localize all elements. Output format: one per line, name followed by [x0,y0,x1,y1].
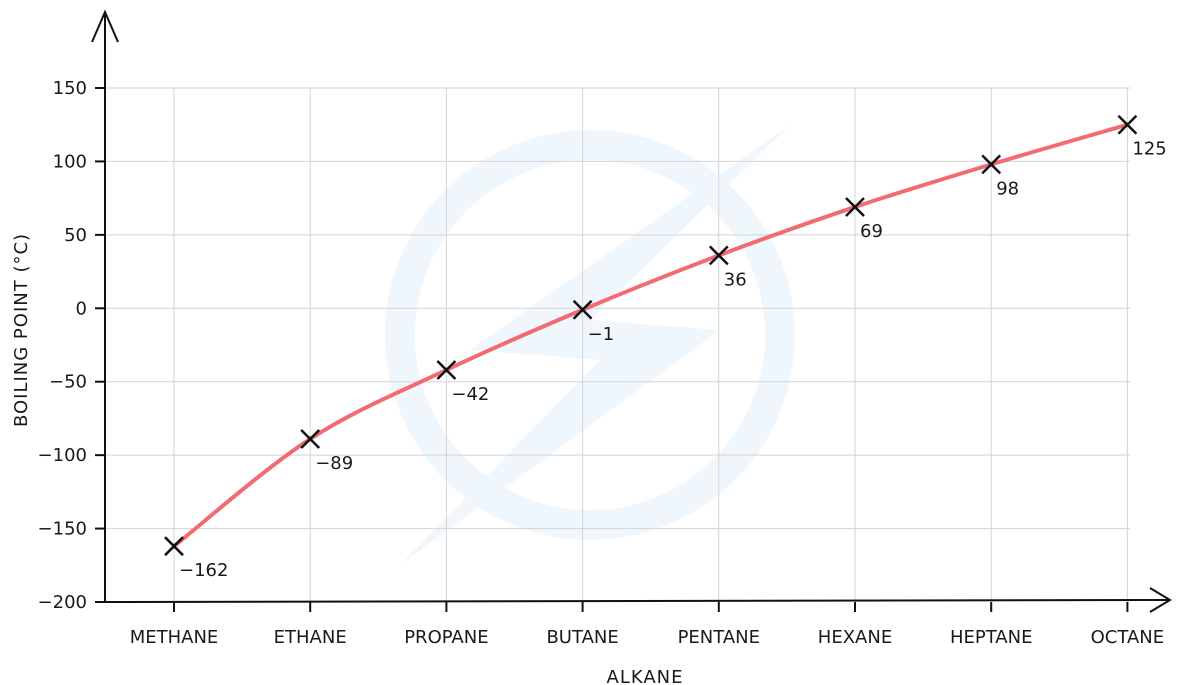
data-label: 36 [724,269,747,290]
x-category-label: OCTANE [1091,627,1165,648]
data-point-marker [300,429,321,449]
y-tick-label: −50 [49,372,87,393]
data-label: −1 [588,324,615,345]
y-axis-arrow [91,9,119,43]
data-point-marker [981,154,1002,175]
data-labels: −162 −89 −42 −1 36 69 98 125 [179,139,1167,581]
y-tick-label: 0 [76,298,87,319]
y-tick-labels: 150 100 50 0 −50 −100 −150 −200 [38,78,87,613]
data-point-marker [436,360,457,380]
data-label: −42 [451,384,489,405]
data-point-marker [164,536,184,557]
data-label: −89 [315,453,353,474]
x-category-label: PENTANE [678,627,760,648]
x-axis-arrow [1149,587,1172,613]
x-axis-title: ALKANE [607,667,684,685]
watermark-logo [385,125,795,565]
x-category-label: PROPANE [404,627,488,648]
y-tick-label: −100 [38,445,87,466]
x-category-label: BUTANE [546,627,618,648]
y-tick-label: 150 [53,78,87,99]
x-category-labels: METHANE ETHANE PROPANE BUTANE PENTANE HEXANE H… [130,627,1164,648]
y-tick-label: 100 [53,151,87,172]
grid [105,87,1130,602]
y-tick-label: −200 [38,592,87,613]
x-axis-line [104,599,1169,603]
x-category-label: HEXANE [818,627,892,648]
data-point-marker [708,245,729,266]
data-label: −162 [179,560,228,581]
data-point-marker [572,299,593,320]
data-label: 125 [1132,139,1166,160]
data-label: 98 [996,178,1019,199]
data-label: 69 [860,221,883,242]
y-tick-label: −150 [38,519,87,540]
data-point-marker [845,197,865,217]
data-markers [164,114,1138,557]
data-point-marker [1117,114,1138,135]
x-category-label: METHANE [130,627,219,648]
y-tick-label: 50 [64,225,87,246]
x-category-label: HEPTANE [950,627,1033,648]
axes [91,9,1172,613]
x-category-label: ETHANE [274,627,347,648]
y-axis-title: BOILING POINT (°C) [11,233,32,427]
